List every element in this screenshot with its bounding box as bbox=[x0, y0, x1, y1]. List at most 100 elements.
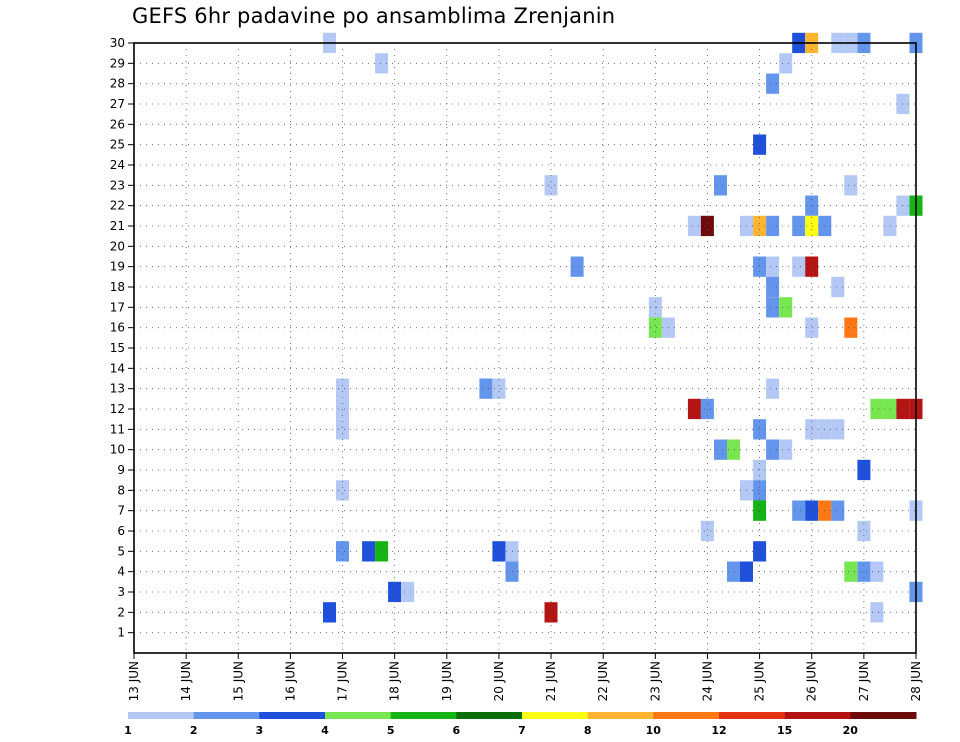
y-tick-label: 24 bbox=[110, 158, 125, 172]
heatmap-cell bbox=[766, 297, 780, 318]
heatmap-cell bbox=[336, 378, 349, 399]
x-tick-label: 24 JUN bbox=[700, 661, 714, 701]
x-tick-label: 15 JUN bbox=[231, 661, 245, 701]
x-tick-label: 13 JUN bbox=[127, 661, 141, 701]
colorbar-swatch bbox=[653, 712, 720, 719]
colorbar-swatch bbox=[587, 712, 654, 719]
colorbar-label: 4 bbox=[321, 724, 329, 737]
heatmap-cell bbox=[831, 419, 845, 440]
colorbar-swatch bbox=[719, 712, 786, 719]
colorbar-label: 7 bbox=[518, 724, 526, 737]
heatmap-cell bbox=[492, 541, 506, 562]
colorbar-label: 2 bbox=[190, 724, 198, 737]
heatmap-cell bbox=[336, 398, 349, 420]
heatmap-cell bbox=[805, 256, 819, 277]
y-tick-label: 12 bbox=[110, 402, 125, 416]
y-tick-label: 10 bbox=[110, 443, 125, 457]
heatmap-cell bbox=[883, 398, 897, 420]
colorbar: 1 2 3 4 5 6 7 8 10 12 15 20 bbox=[124, 712, 917, 737]
heatmap-cell bbox=[544, 175, 558, 196]
heatmap-cell bbox=[336, 480, 349, 501]
colorbar-label: 20 bbox=[843, 724, 859, 737]
heatmap-cell bbox=[805, 215, 819, 237]
y-tick-label: 6 bbox=[117, 524, 125, 538]
heatmap-cell bbox=[779, 297, 793, 318]
heatmap-cell bbox=[792, 256, 806, 277]
heatmap-cell bbox=[766, 215, 780, 237]
axes-layer: 1234567891011121314151617181920212223242… bbox=[110, 36, 923, 701]
y-tick-label: 14 bbox=[110, 361, 125, 375]
heatmap-cell bbox=[831, 500, 845, 521]
heatmap-cell bbox=[687, 398, 701, 420]
heatmap-cell bbox=[544, 602, 558, 623]
heatmap-cell bbox=[323, 602, 336, 623]
y-tick-label: 27 bbox=[110, 97, 125, 111]
chart-title: GEFS 6hr padavine po ansamblima Zrenjani… bbox=[132, 4, 616, 28]
heatmap-cell bbox=[700, 398, 714, 420]
heatmap-cell bbox=[492, 378, 506, 399]
heatmap-cell bbox=[401, 581, 415, 603]
y-tick-label: 26 bbox=[110, 117, 125, 131]
heatmap-cell bbox=[857, 520, 871, 542]
heatmap-cell bbox=[714, 439, 727, 460]
heatmap-cell bbox=[753, 215, 767, 237]
heatmap-cell bbox=[766, 378, 780, 399]
colorbar-label: 12 bbox=[711, 724, 726, 737]
colorbar-swatch bbox=[128, 712, 195, 719]
heatmap-cell bbox=[753, 541, 767, 562]
y-tick-label: 1 bbox=[117, 626, 125, 640]
colorbar-label: 1 bbox=[124, 724, 132, 737]
colorbar-swatch bbox=[325, 712, 392, 719]
y-tick-label: 4 bbox=[117, 565, 125, 579]
y-tick-label: 13 bbox=[110, 382, 125, 396]
heatmap-cell bbox=[336, 419, 349, 440]
heatmap-cell bbox=[883, 215, 897, 237]
heatmap-cell bbox=[753, 256, 767, 277]
y-tick-label: 28 bbox=[110, 77, 125, 91]
x-tick-label: 16 JUN bbox=[283, 661, 297, 701]
x-tick-label: 19 JUN bbox=[440, 661, 454, 701]
colorbar-swatch bbox=[390, 712, 457, 719]
heatmap-cell bbox=[700, 520, 714, 542]
heatmap-cell bbox=[805, 500, 819, 521]
heatmap-cell bbox=[805, 419, 819, 440]
y-tick-label: 29 bbox=[110, 56, 125, 70]
y-tick-label: 11 bbox=[110, 422, 125, 436]
colorbar-label: 8 bbox=[584, 724, 592, 737]
heatmap-cell bbox=[870, 561, 884, 582]
heatmap-cell bbox=[766, 73, 780, 94]
y-tick-label: 15 bbox=[110, 341, 125, 355]
y-tick-label: 9 bbox=[117, 463, 125, 477]
y-tick-label: 19 bbox=[110, 260, 125, 274]
x-tick-label: 28 JUN bbox=[909, 661, 923, 701]
y-tick-label: 18 bbox=[110, 280, 125, 294]
heatmap-cells-layer bbox=[323, 32, 923, 623]
x-tick-label: 20 JUN bbox=[492, 661, 506, 701]
heatmap-cell bbox=[727, 439, 740, 460]
colorbar-label: 10 bbox=[646, 724, 662, 737]
colorbar-label: 3 bbox=[255, 724, 263, 737]
heatmap-cell bbox=[766, 276, 780, 298]
heatmap-cell bbox=[844, 175, 858, 196]
y-tick-label: 5 bbox=[117, 544, 125, 558]
y-tick-label: 17 bbox=[110, 300, 125, 314]
heatmap-cell bbox=[766, 256, 780, 277]
x-tick-label: 22 JUN bbox=[596, 661, 610, 701]
y-tick-label: 25 bbox=[110, 138, 125, 152]
y-tick-label: 8 bbox=[117, 483, 125, 497]
heatmap-cell bbox=[844, 561, 858, 582]
heatmap-cell bbox=[779, 439, 793, 460]
x-tick-label: 14 JUN bbox=[179, 661, 193, 701]
heatmap-cell bbox=[570, 256, 584, 277]
heatmap-cell bbox=[753, 134, 767, 155]
heatmap-cell bbox=[844, 317, 858, 338]
x-tick-label: 18 JUN bbox=[388, 661, 402, 701]
heatmap-cell bbox=[648, 317, 662, 338]
y-tick-label: 16 bbox=[110, 321, 125, 335]
heatmap-cell bbox=[714, 175, 727, 196]
x-tick-label: 25 JUN bbox=[753, 661, 767, 701]
heatmap-cell bbox=[687, 215, 701, 237]
y-tick-label: 3 bbox=[117, 585, 125, 599]
heatmap-cell bbox=[479, 378, 493, 399]
heatmap-cell bbox=[375, 541, 389, 562]
